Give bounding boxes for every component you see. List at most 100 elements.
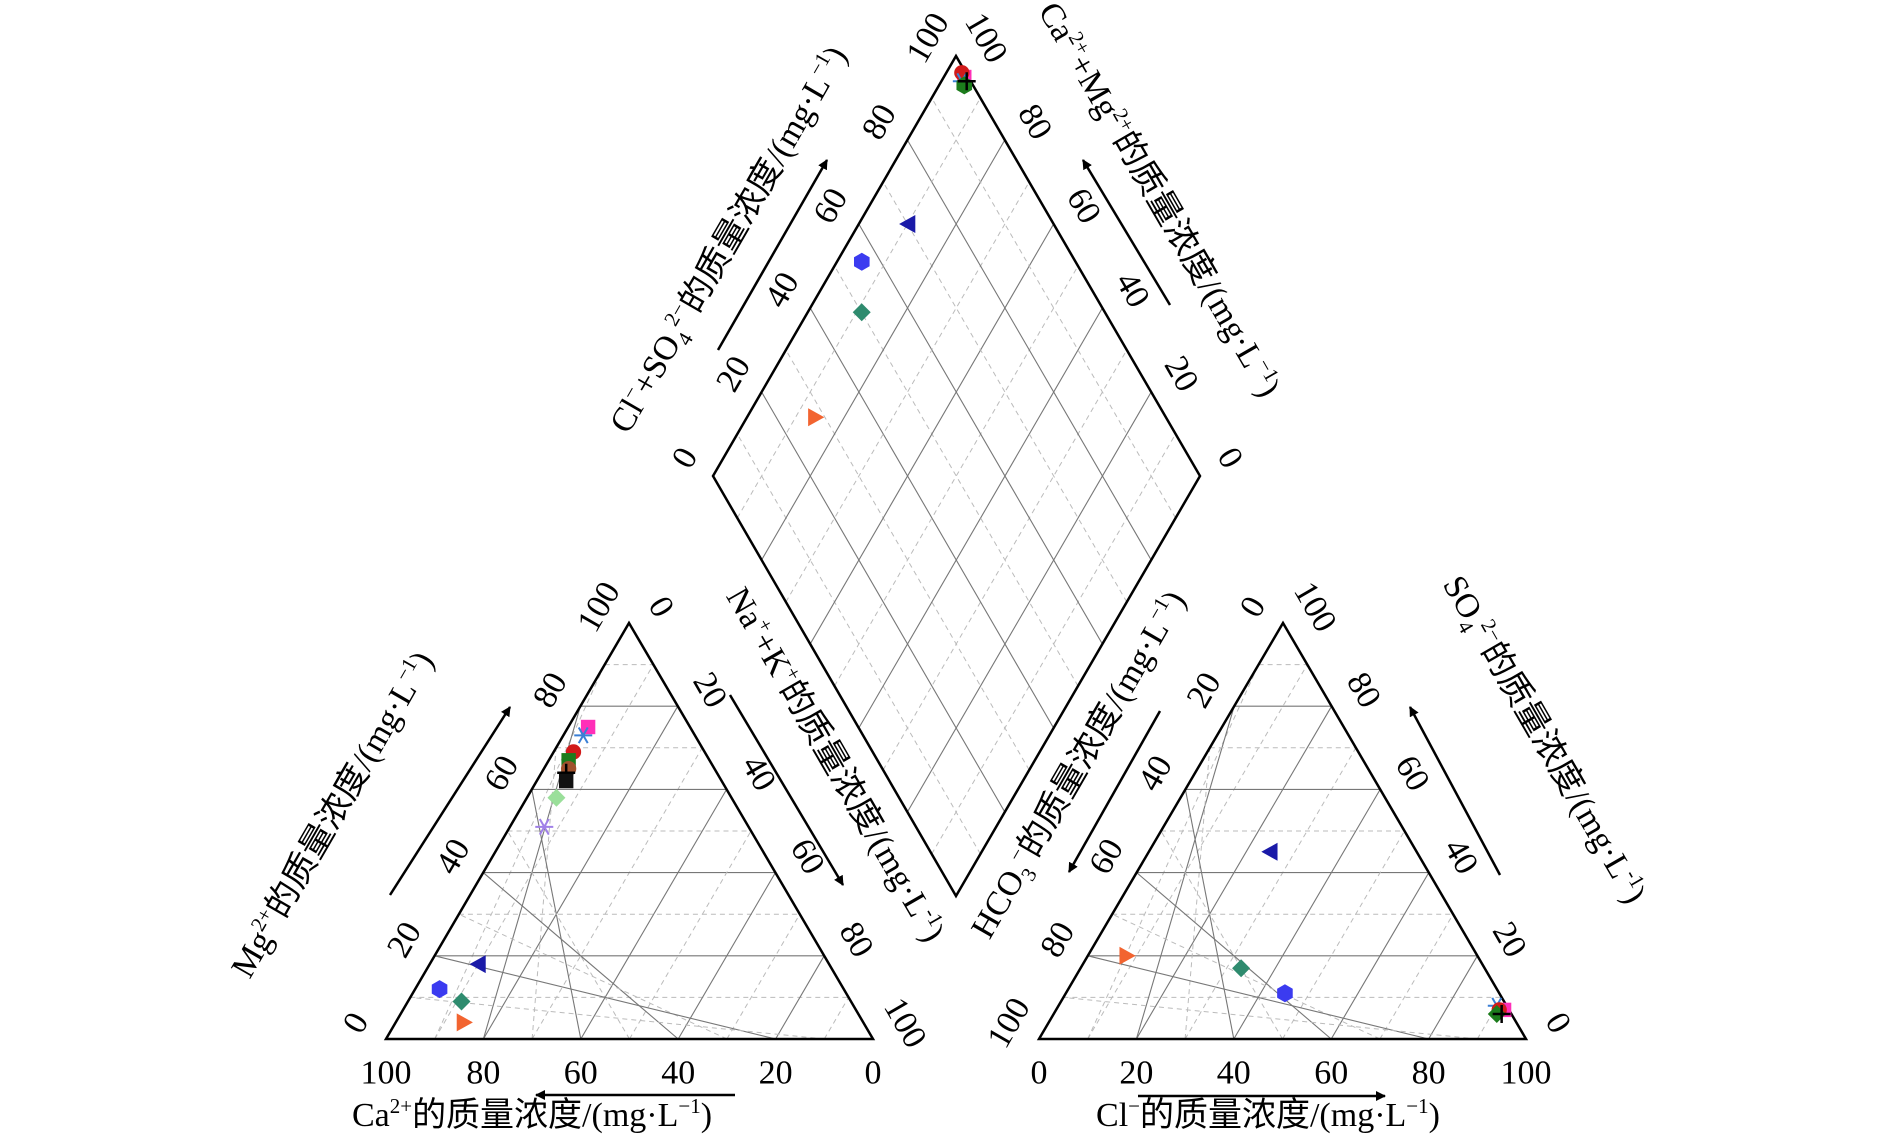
anion-gridline	[1063, 996, 1478, 1040]
cation-triangle-outline	[383, 620, 876, 1041]
cation-triangle-frame	[383, 620, 876, 1041]
diamond-left-tick-label: 40	[758, 266, 807, 314]
cation-bottom-axis-title: Ca2+的质量浓度/(mg·L−1)	[352, 1094, 712, 1134]
anion-gridline	[1184, 747, 1357, 1040]
diamond-gridline	[761, 139, 1006, 561]
anion-left-arrow	[1067, 710, 1162, 873]
cation-gridline	[629, 830, 752, 1040]
anion-left-tick-label: 100	[980, 992, 1038, 1055]
anion-left-tick-label: 60	[1082, 833, 1131, 881]
cation-bottom-tick-label: 40	[661, 1055, 695, 1092]
diamond-gridline	[809, 307, 1055, 729]
anion-gridline	[1428, 955, 1478, 1040]
cation-bottom-tick-label: 60	[564, 1055, 598, 1092]
anion-left-tick-label: 80	[1033, 916, 1082, 964]
anion-bottom-tick-label: 100	[1501, 1055, 1552, 1092]
anion-bottom-tick-label: 80	[1412, 1055, 1446, 1092]
cation-gridline	[434, 955, 776, 1040]
cation-right-arrow	[728, 694, 845, 886]
diamond-gridline	[858, 307, 1103, 729]
diamond-left-tick-label: 60	[806, 182, 855, 230]
diamond-gridline	[906, 391, 1152, 813]
cation-data-point	[574, 726, 593, 744]
cation-right-tick-label: 60	[783, 833, 832, 881]
cation-gridline	[726, 913, 801, 1040]
anion-data-point	[1277, 984, 1293, 1003]
cation-right-tick-label: 100	[876, 992, 934, 1055]
cation-gridline	[823, 997, 850, 1040]
anion-bottom-tick-label: 20	[1119, 1055, 1153, 1092]
anion-left-tick-label: 0	[1233, 590, 1274, 623]
cation-triangle-grid	[410, 664, 850, 1040]
cation-left-tick-label: 20	[380, 916, 429, 964]
diamond-data-point	[957, 72, 976, 91]
cation-data-point	[452, 992, 471, 1011]
anion-triangle-frame	[1036, 620, 1529, 1041]
diamond-data-point	[852, 303, 871, 322]
anion-gridline	[1111, 913, 1381, 1040]
cation-left-tick-label: 60	[477, 749, 526, 797]
diamond-data-point	[899, 215, 916, 233]
cation-data-point	[547, 788, 566, 807]
diamond-right-tick-label: 100	[957, 7, 1015, 70]
anion-data-point	[1232, 959, 1251, 978]
anion-bottom-axis-title: Cl−的质量浓度/(mg·L−1)	[1096, 1094, 1440, 1134]
anion-gridline	[1087, 664, 1260, 1040]
cation-gridline	[482, 872, 679, 1040]
cation-left-tick-label: 100	[570, 576, 628, 639]
diamond-left-tick-label: 100	[899, 7, 957, 70]
diamond-frame	[711, 53, 1202, 899]
anion-gridline	[1282, 830, 1405, 1040]
diamond-gridline	[906, 139, 1152, 561]
diamond-left-arrow	[716, 159, 829, 351]
data-points	[431, 65, 1512, 1032]
diamond-gridline	[761, 391, 1006, 813]
cation-bottom-tick-label: 0	[865, 1055, 882, 1092]
cation-data-point	[469, 955, 486, 974]
anion-gridline	[1184, 747, 1211, 1040]
diamond-gridline	[785, 181, 1030, 603]
diamond-gridline	[809, 223, 1055, 645]
cation-right-tick-label: 20	[685, 666, 734, 714]
anion-triangle-outline	[1036, 620, 1529, 1041]
anion-gridline	[1160, 830, 1283, 1040]
diamond-data-point	[808, 408, 825, 427]
anion-bottom-tick-label: 60	[1314, 1055, 1348, 1092]
diamond-right-tick-label: 20	[1157, 350, 1206, 398]
cation-left-tick-label: 0	[336, 1006, 377, 1039]
diamond-left-tick-label: 80	[855, 98, 904, 146]
cation-left-tick-label: 80	[526, 666, 575, 714]
anion-bottom-tick-label: 40	[1217, 1055, 1251, 1092]
anion-right-tick-label: 40	[1436, 833, 1485, 881]
cation-left-arrow	[388, 706, 512, 896]
cation-data-point	[431, 980, 448, 999]
cation-data-point	[580, 719, 596, 735]
diamond-left-tick-label: 0	[665, 441, 706, 474]
diamond-data-point	[853, 252, 870, 271]
anion-right-tick-label: 80	[1339, 666, 1388, 714]
anion-bottom-tick-label: 0	[1031, 1055, 1048, 1092]
diamond-right-arrow	[1081, 159, 1172, 306]
diamond-outline	[711, 53, 1202, 899]
cation-left-tick-label: 40	[429, 833, 478, 881]
diamond-gridline	[858, 223, 1103, 645]
anion-data-point	[1492, 1005, 1511, 1024]
cation-gridline	[775, 955, 825, 1040]
anion-right-tick-label: 60	[1388, 749, 1437, 797]
anion-gridline	[1379, 913, 1454, 1040]
cation-gridline	[677, 872, 776, 1040]
diamond-grid	[736, 97, 1177, 855]
anion-right-tick-label: 0	[1538, 1006, 1579, 1039]
cation-right-tick-label: 80	[832, 916, 881, 964]
cation-gridline	[507, 830, 630, 1040]
cation-bottom-tick-label: 80	[466, 1055, 500, 1092]
anion-data-point	[1261, 842, 1278, 861]
anion-gridline	[1136, 872, 1332, 1040]
diamond-left-tick-label: 20	[709, 350, 758, 398]
cation-bottom-tick-label: 20	[759, 1055, 793, 1092]
cation-gridline	[531, 747, 703, 1040]
anion-data-point	[1119, 946, 1136, 965]
anion-triangle-grid	[1063, 664, 1503, 1040]
cation-right-tick-label: 0	[641, 590, 682, 623]
